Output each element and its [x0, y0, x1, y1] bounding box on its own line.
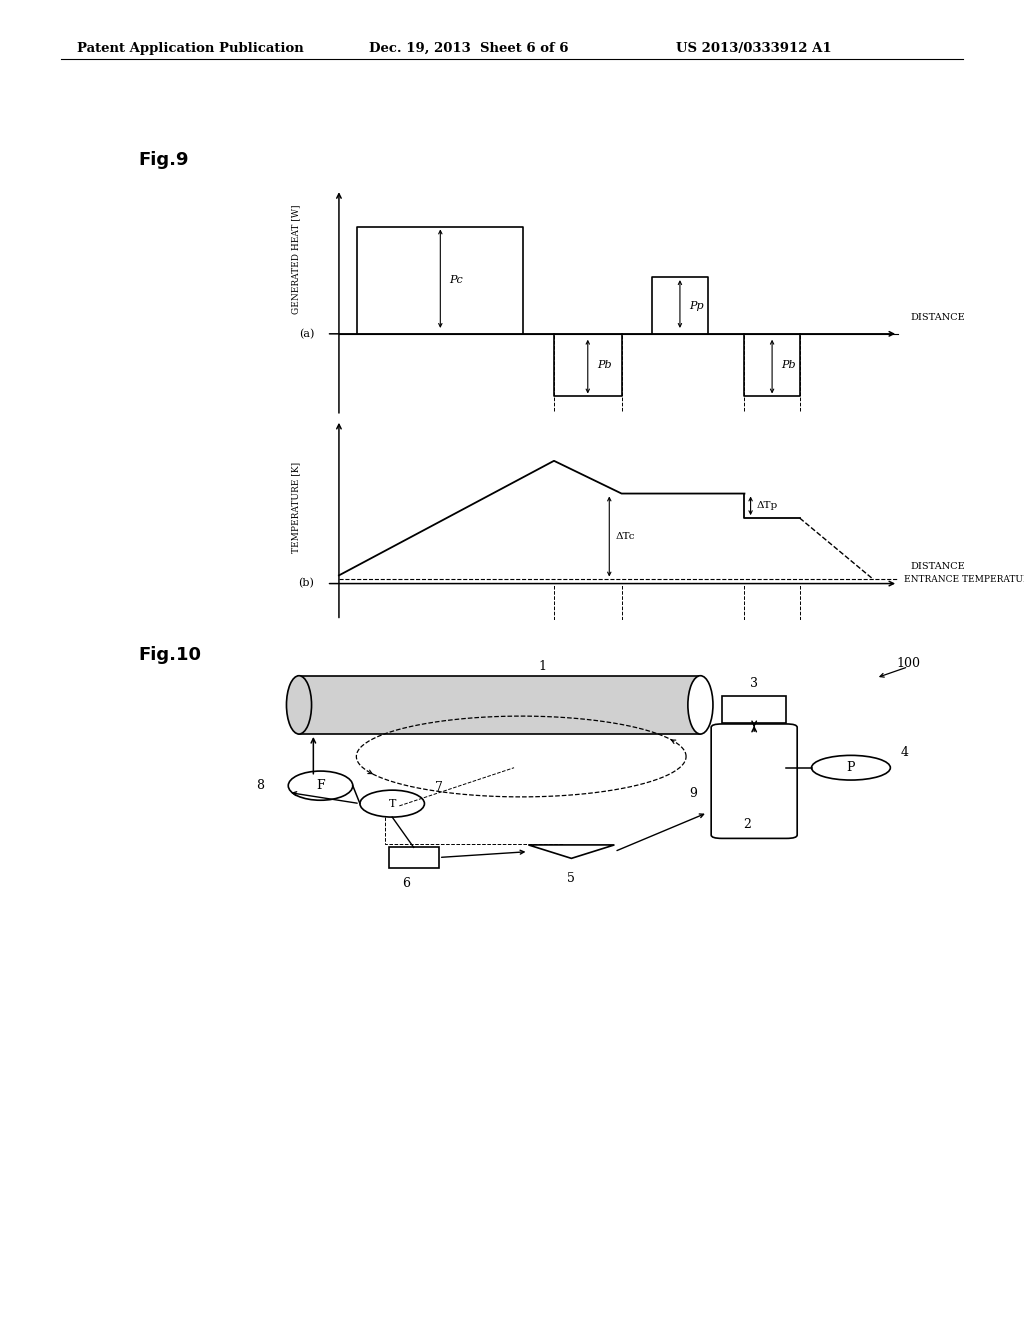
Text: GENERATED HEAT [W]: GENERATED HEAT [W] — [292, 205, 300, 314]
Text: 100: 100 — [896, 657, 921, 669]
Text: ΔTp: ΔTp — [757, 502, 778, 511]
Text: TEMPERATURE [K]: TEMPERATURE [K] — [292, 462, 300, 553]
Text: Dec. 19, 2013  Sheet 6 of 6: Dec. 19, 2013 Sheet 6 of 6 — [369, 42, 568, 55]
Text: 9: 9 — [689, 787, 697, 800]
Text: (a): (a) — [299, 329, 314, 339]
FancyBboxPatch shape — [299, 676, 700, 734]
Text: Pb: Pb — [597, 360, 611, 370]
Text: P: P — [847, 762, 855, 775]
Text: ENTRANCE TEMPERATURE: ENTRANCE TEMPERATURE — [904, 576, 1024, 583]
Text: DISTANCE: DISTANCE — [910, 562, 965, 572]
Polygon shape — [528, 845, 614, 858]
Circle shape — [811, 755, 890, 780]
Text: 1: 1 — [539, 660, 547, 673]
Text: DISTANCE: DISTANCE — [910, 313, 965, 322]
Text: Pp: Pp — [689, 301, 703, 310]
Ellipse shape — [360, 791, 424, 817]
Text: 5: 5 — [567, 873, 575, 886]
Text: 7: 7 — [435, 781, 443, 795]
FancyBboxPatch shape — [722, 696, 786, 723]
Text: T: T — [388, 799, 396, 809]
Text: Fig.9: Fig.9 — [138, 150, 188, 169]
Text: 4: 4 — [901, 746, 909, 759]
Text: F: F — [316, 779, 325, 792]
Ellipse shape — [688, 676, 713, 734]
Text: 2: 2 — [743, 817, 751, 830]
Ellipse shape — [287, 676, 311, 734]
Text: 6: 6 — [402, 876, 411, 890]
Text: 3: 3 — [751, 677, 758, 690]
Text: US 2013/0333912 A1: US 2013/0333912 A1 — [676, 42, 831, 55]
Text: Pb: Pb — [781, 360, 796, 370]
Text: (b): (b) — [298, 578, 314, 589]
Text: Patent Application Publication: Patent Application Publication — [77, 42, 303, 55]
Text: ΔTc: ΔTc — [615, 532, 635, 541]
FancyBboxPatch shape — [389, 847, 438, 867]
Text: Pc: Pc — [450, 275, 463, 285]
FancyBboxPatch shape — [711, 723, 797, 838]
Text: 8: 8 — [256, 779, 264, 792]
Text: Fig.10: Fig.10 — [138, 645, 202, 664]
Ellipse shape — [289, 771, 352, 800]
